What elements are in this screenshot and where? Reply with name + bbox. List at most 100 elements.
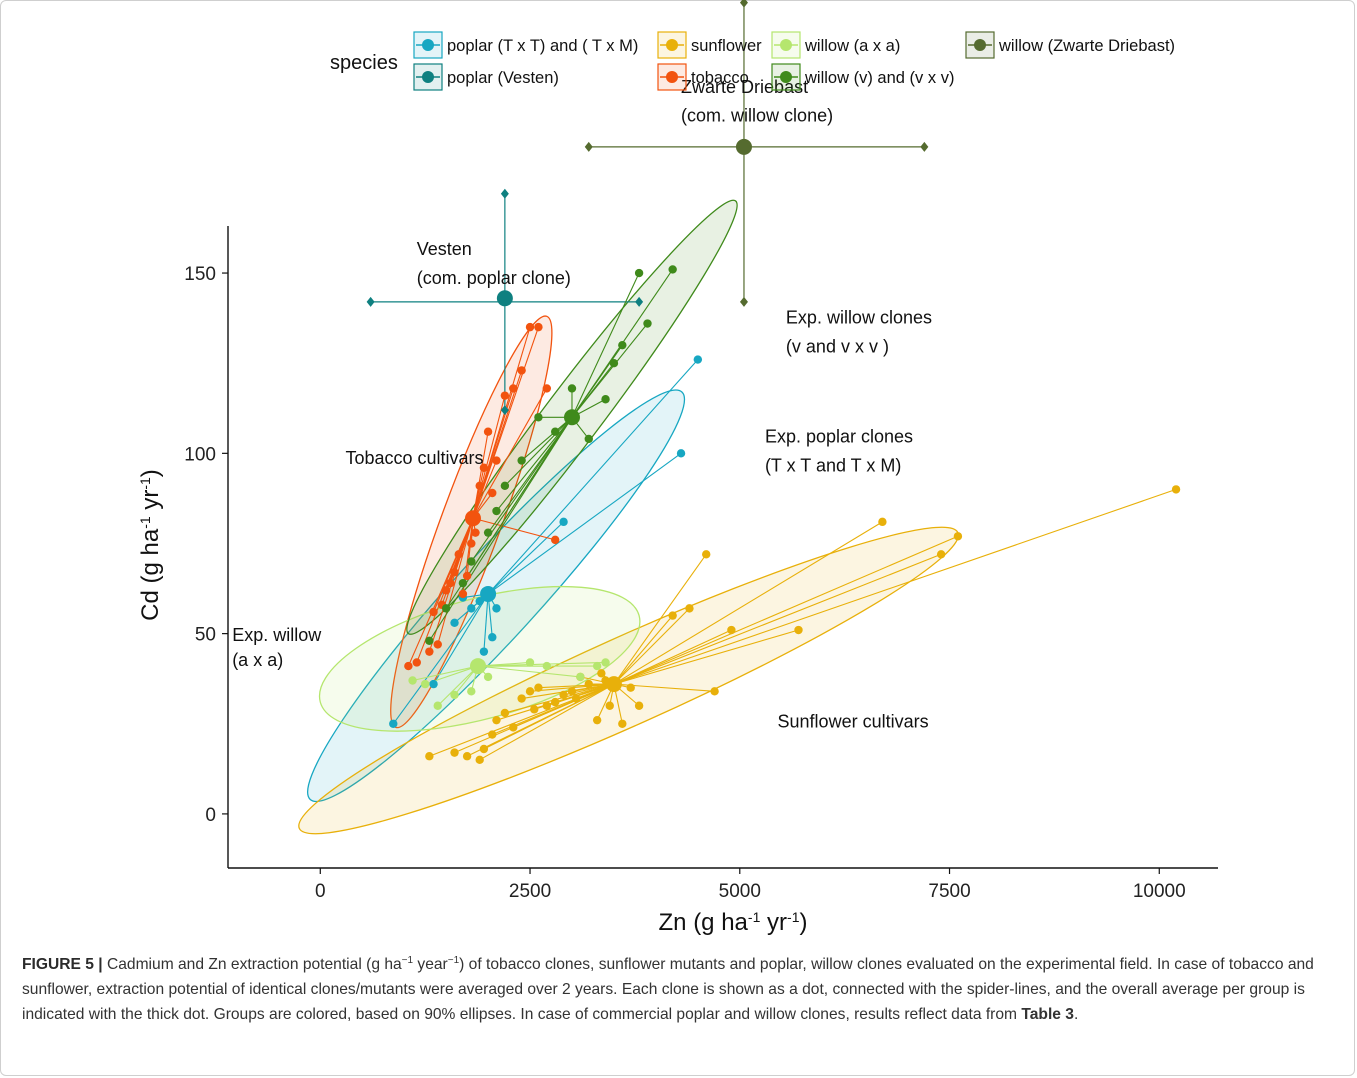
- data-point-tobacco: [534, 322, 543, 332]
- spider-line-tobacco: [472, 517, 556, 541]
- annotation-label: (a x a): [232, 650, 283, 670]
- data-point-poplar-t-x-t-and-t-x-m-: [488, 633, 497, 642]
- spider-line-poplar-t-x-t-and-t-x-m-: [487, 521, 564, 595]
- data-point-sunflower: [710, 687, 719, 696]
- annotation-label: (com. willow clone): [681, 106, 833, 126]
- data-point-willow-v-and-v-x-v-: [441, 604, 451, 613]
- annotation-label: Exp. willow clones: [786, 308, 932, 328]
- ellipses-layer: [298, 199, 960, 835]
- data-point-sunflower: [425, 752, 434, 761]
- data-point-sunflower: [534, 683, 543, 692]
- data-point-tobacco: [441, 586, 451, 595]
- legend-key-dot-poplar-vesten-: [422, 71, 434, 83]
- spider-line-tobacco: [472, 388, 548, 519]
- x-tick-label: 5000: [719, 881, 761, 902]
- data-point-tobacco: [462, 571, 472, 581]
- caption-sup1: −1: [401, 954, 414, 966]
- data-point-willow-a-x-a-: [525, 658, 535, 667]
- data-point-tobacco: [467, 539, 476, 548]
- x-tick-label: 7500: [928, 881, 970, 902]
- data-point-willow-v-and-v-x-v-: [634, 268, 644, 278]
- spider-line-tobacco: [472, 460, 497, 519]
- spider-line-sunflower: [613, 535, 959, 685]
- annotation-label: Zwarte Driebast: [681, 77, 808, 97]
- data-point-willow-v-and-v-x-v-: [551, 427, 560, 436]
- spider-line-sunflower: [613, 488, 1177, 685]
- data-point-sunflower: [475, 755, 484, 765]
- caption-part4: .: [1073, 1006, 1079, 1023]
- data-point-tobacco: [500, 391, 510, 400]
- x-tick-label: 0: [315, 881, 326, 902]
- data-point-poplar-t-x-t-and-t-x-m-: [429, 679, 438, 689]
- spider-line-willow-a-x-a-: [412, 665, 479, 682]
- x-tick-label: 10000: [1133, 881, 1186, 902]
- data-point-willow-v-and-v-x-v-: [483, 528, 493, 537]
- centroid-willow-zwarte-driebast-: [735, 138, 752, 155]
- data-point-sunflower: [479, 744, 489, 754]
- data-point-sunflower: [500, 708, 510, 718]
- spider-line-sunflower: [483, 683, 615, 750]
- data-point-willow-a-x-a-: [601, 658, 610, 667]
- data-point-willow-a-x-a-: [420, 679, 430, 689]
- data-point-willow-v-and-v-x-v-: [643, 319, 652, 328]
- data-point-tobacco: [488, 488, 497, 498]
- data-point-sunflower: [571, 694, 581, 703]
- figure-caption: FIGURE 5 | Cadmium and Zn extraction pot…: [22, 952, 1332, 1027]
- centroid-poplar-vesten-: [496, 290, 513, 307]
- data-point-willow-v-and-v-x-v-: [492, 506, 501, 516]
- spider-line-sunflower: [613, 553, 942, 685]
- centroid-sunflower: [605, 676, 622, 693]
- data-point-poplar-t-x-t-and-t-x-m-: [479, 647, 489, 656]
- caption-part1: Cadmium and Zn extraction potential (g h…: [102, 956, 402, 973]
- annotation-label: Sunflower cultivars: [778, 711, 929, 731]
- spider-line-sunflower: [479, 683, 615, 761]
- legend-label-willow-zwarte-driebast-: willow (Zwarte Driebast): [998, 37, 1175, 55]
- caption-part3: ) of tobacco clones, sunflower mutants a…: [22, 956, 1314, 1023]
- data-point-sunflower: [878, 517, 887, 527]
- data-point-willow-v-and-v-x-v-: [458, 578, 468, 588]
- spider-line-sunflower: [613, 553, 707, 685]
- legend-label-tobacco: tobacco: [691, 69, 749, 87]
- data-point-tobacco: [542, 384, 552, 393]
- spider-line-willow-a-x-a-: [478, 661, 606, 667]
- error-bar-end-poplar-vesten-: [366, 296, 375, 307]
- data-point-poplar-t-x-t-and-t-x-m-: [450, 618, 459, 628]
- spider-line-sunflower: [538, 683, 614, 689]
- error-bar-end-poplar-vesten-: [500, 188, 509, 199]
- data-point-willow-v-and-v-x-v-: [601, 395, 610, 404]
- error-bar-end-willow-zwarte-driebast-: [584, 141, 593, 152]
- spider-line-willow-v-and-v-x-v-: [571, 323, 648, 418]
- y-tick-label: 150: [184, 264, 216, 285]
- spider-line-poplar-t-x-t-and-t-x-m-: [487, 452, 682, 595]
- data-point-willow-a-x-a-: [433, 701, 442, 710]
- data-point-sunflower: [668, 611, 677, 620]
- data-point-sunflower: [634, 701, 644, 710]
- data-point-tobacco: [446, 578, 455, 588]
- caption-block: FIGURE 5 | Cadmium and Zn extraction pot…: [0, 952, 1357, 1023]
- data-point-willow-v-and-v-x-v-: [534, 413, 543, 422]
- data-point-willow-v-and-v-x-v-: [584, 434, 593, 444]
- x-axis-title: Zn (g ha-1 yr-1): [659, 909, 808, 936]
- axes-layer: 0 2500 5000 7500 10000 0 50 100 150 Zn (g ha-1 yr…: [137, 226, 1218, 936]
- ellipse-poplar-t-x-t-and-t-x-m-: [306, 389, 686, 803]
- error-bar-end-willow-zwarte-driebast-: [739, 0, 748, 8]
- legend-label-poplar-vesten-: poplar (Vesten): [447, 69, 559, 87]
- legend-key-dot-sunflower: [666, 39, 678, 51]
- legend-label-poplar-t-x-t-and-t-x-m-: poplar (T x T) and ( T x M): [447, 37, 638, 55]
- data-point-sunflower: [542, 701, 552, 710]
- data-point-sunflower: [525, 687, 535, 696]
- data-point-willow-a-x-a-: [576, 672, 585, 682]
- annotation-label: (T x T and T x M): [765, 455, 901, 475]
- data-point-sunflower: [530, 705, 539, 714]
- x-tick-label: 2500: [509, 881, 551, 902]
- data-point-tobacco: [433, 640, 442, 649]
- legend: species poplar (T x T) and ( T x M) poplar…: [330, 31, 1175, 91]
- data-point-sunflower: [488, 730, 497, 739]
- centroid-willow-v-and-v-x-v-: [563, 409, 580, 426]
- centroid-tobacco: [464, 510, 481, 527]
- data-point-sunflower: [559, 690, 568, 700]
- spider-line-tobacco: [472, 395, 506, 519]
- data-point-sunflower: [727, 625, 736, 635]
- data-point-tobacco: [425, 647, 434, 656]
- annotation-label: (com. poplar clone): [417, 268, 571, 288]
